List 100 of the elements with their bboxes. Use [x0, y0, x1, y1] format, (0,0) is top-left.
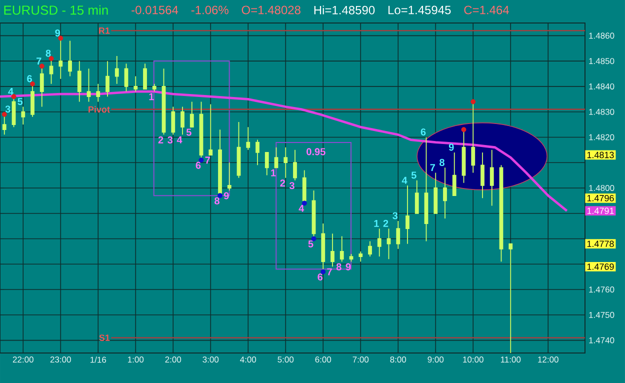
x-tick-label: 6:00	[315, 356, 332, 363]
text: C=1.464	[464, 6, 509, 14]
candlestick	[77, 60, 82, 102]
candlestick	[358, 251, 363, 262]
candlestick	[377, 228, 382, 257]
y-tick-label: 1.4840	[589, 83, 614, 90]
annotation: 1	[374, 220, 379, 227]
y-tick-label: 1.4850	[589, 58, 614, 64]
annotation: 4	[298, 204, 304, 212]
annotation: 2	[158, 136, 164, 144]
x-tick-label: 11:00	[500, 356, 521, 363]
annotation: 1.4778	[587, 240, 614, 248]
x-tick-label: 4:00	[240, 356, 256, 363]
annotation: 1.4813	[587, 152, 614, 158]
ref-line-label: Pivot	[88, 106, 110, 113]
annotation: 1	[271, 169, 276, 176]
y-tick-label: 1.4820	[589, 134, 614, 140]
annotation: 3	[392, 212, 398, 220]
candlestick	[414, 180, 419, 214]
annotation: 1.4791	[587, 208, 614, 214]
text: O=1.48028	[242, 6, 300, 14]
annotation: 0.95	[306, 148, 326, 156]
y-tick-label: 1.4830	[589, 108, 614, 115]
annotation: 3	[5, 106, 10, 113]
candlestick	[406, 185, 410, 244]
candlestick	[434, 172, 438, 214]
annotation: 9	[346, 263, 351, 270]
annotation: 8	[336, 263, 342, 270]
annotation: 8	[214, 197, 220, 204]
candlestick	[106, 60, 110, 98]
candlestick	[508, 243, 513, 354]
ref-line-label: S1	[99, 334, 110, 341]
candlestick	[190, 101, 194, 128]
annotation: 7	[327, 268, 332, 276]
text: -0.01564	[132, 6, 178, 14]
y-tick-label: 1.4760	[589, 286, 614, 293]
y-tick-label: 1.4860	[589, 32, 614, 39]
candlestick	[293, 149, 297, 181]
candlestick	[396, 220, 400, 250]
annotation: 5	[18, 98, 23, 106]
annotation: 3	[168, 136, 173, 144]
candlestick	[180, 106, 184, 136]
candlestick	[68, 40, 72, 77]
candlestick	[227, 162, 232, 191]
chart-title: EURUSD - 15 min	[4, 5, 108, 15]
annotation: 9	[55, 29, 60, 37]
annotation: 9	[448, 144, 454, 151]
y-tick-label: 1.4740	[589, 337, 614, 344]
annotation: 6	[420, 128, 426, 136]
candlestick	[340, 236, 344, 262]
candlestick	[480, 152, 484, 199]
x-tick-label: 8:00	[390, 356, 406, 363]
candlestick	[96, 83, 100, 102]
annotation: 7	[205, 156, 210, 164]
y-tick-label: 1.4800	[589, 184, 614, 191]
annotation: 5	[308, 240, 314, 248]
candlestick	[471, 101, 476, 174]
text: -1.06%	[191, 6, 228, 14]
annotation: 1.4796	[587, 194, 614, 202]
candlestick	[284, 146, 288, 178]
candlestick	[490, 149, 494, 206]
y-tick-label: 1.4750	[589, 312, 614, 318]
annotation: 8	[46, 50, 51, 57]
candlestick	[443, 167, 447, 219]
candlestick	[302, 170, 306, 204]
candlestick	[452, 152, 456, 196]
x-tick-label: 22:00	[12, 356, 34, 363]
candlestick	[114, 56, 119, 84]
annotation: 3	[289, 182, 294, 190]
candlestick	[40, 66, 44, 108]
annotation: 4	[176, 136, 182, 144]
annotation: 4	[8, 88, 14, 95]
x-tick-label: 10:00	[463, 356, 484, 363]
x-tick-label: 9:00	[428, 356, 444, 363]
x-tick-label: 2:00	[165, 356, 182, 363]
candlestick	[171, 106, 176, 136]
candlestick	[152, 83, 156, 92]
annotation: 2	[280, 180, 286, 187]
candlestick	[256, 139, 260, 166]
annotation: 7	[430, 164, 435, 172]
candlestick	[218, 129, 222, 196]
annotation: 6	[27, 75, 32, 82]
candlestick	[246, 126, 250, 150]
candlestick	[330, 233, 334, 268]
candlestick	[134, 76, 138, 92]
annotation: 5	[186, 128, 192, 136]
x-tick-label: 1/16	[90, 356, 106, 363]
candlestick	[264, 152, 269, 176]
ref-line-label: R1	[99, 28, 110, 34]
candlestick	[368, 240, 372, 257]
text: Hi=1.48590	[314, 6, 375, 14]
x-tick-label: 12:00	[538, 356, 558, 363]
annotation: 9	[224, 192, 229, 200]
annotation: 1	[149, 93, 154, 100]
annotation: 6	[318, 273, 323, 281]
annotation: 1.4769	[587, 263, 614, 270]
annotation: 4	[402, 176, 408, 184]
text: Lo=1.45945	[388, 6, 451, 14]
annotation: 6	[196, 162, 201, 169]
candlestick	[143, 63, 147, 90]
